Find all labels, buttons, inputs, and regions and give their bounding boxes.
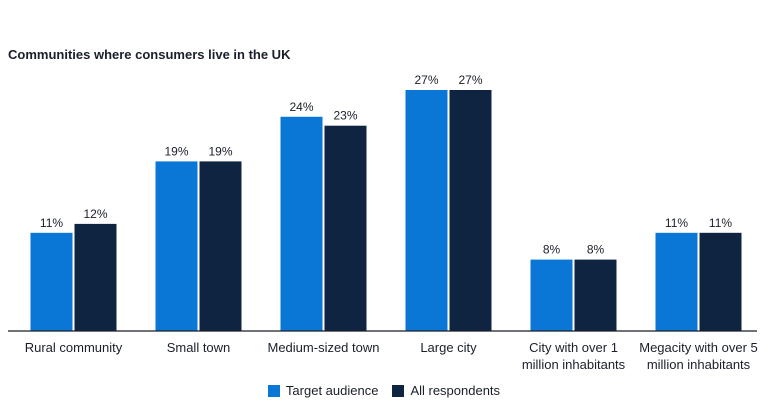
data-label-all-respondents-city-with-over-1-million-inhabitants: 8% [587,243,605,257]
data-label-all-respondents-rural-community: 12% [83,207,107,221]
bar-target-audience-city-with-over-1-million-inhabitants[interactable] [530,259,573,331]
legend-swatch-target-audience [267,384,280,397]
legend-swatch-all-respondents [392,384,405,397]
data-label-target-audience-medium-sized-town: 24% [289,100,313,114]
legend-item-target-audience[interactable]: Target audience [267,383,379,398]
chart-title: Communities where consumers live in the … [8,47,291,62]
chart-legend: Target audience All respondents [0,383,768,398]
x-tick-label-large-city: Large city [420,340,477,355]
bar-all-respondents-city-with-over-1-million-inhabitants[interactable] [574,259,617,331]
bar-all-respondents-megacity-with-over-5-million-inhabitants[interactable] [699,232,742,331]
bar-target-audience-large-city[interactable] [405,90,448,331]
legend-label-all-respondents: All respondents [410,383,501,398]
bar-all-respondents-medium-sized-town[interactable] [324,125,367,331]
data-label-all-respondents-small-town: 19% [208,144,232,158]
x-tick-label-rural-community: Rural community [25,340,123,355]
x-tick-label-megacity-with-over-5-million-inhabitants-line-2: million inhabitants [647,357,751,372]
x-tick-label-megacity-with-over-5-million-inhabitants-line-1: Megacity with over 5 [639,340,758,355]
x-tick-label-city-with-over-1-million-inhabitants-line-2: million inhabitants [522,357,626,372]
data-label-target-audience-small-town: 19% [164,144,188,158]
data-label-target-audience-large-city: 27% [414,73,438,87]
bar-all-respondents-large-city[interactable] [449,90,492,331]
legend-item-all-respondents[interactable]: All respondents [392,383,500,398]
x-tick-label-medium-sized-town: Medium-sized town [268,340,380,355]
data-label-all-respondents-megacity-with-over-5-million-inhabitants: 11% [709,216,732,230]
bar-all-respondents-small-town[interactable] [199,161,242,331]
bar-all-respondents-rural-community[interactable] [74,223,117,331]
data-label-target-audience-city-with-over-1-million-inhabitants: 8% [543,243,561,257]
data-label-all-respondents-medium-sized-town: 23% [333,109,357,123]
bar-target-audience-rural-community[interactable] [30,232,73,331]
bar-target-audience-medium-sized-town[interactable] [280,116,323,332]
data-label-target-audience-rural-community: 11% [40,216,63,230]
bar-target-audience-small-town[interactable] [155,161,198,331]
legend-label-target-audience: Target audience [285,383,379,398]
data-label-all-respondents-large-city: 27% [458,73,482,87]
data-label-target-audience-megacity-with-over-5-million-inhabitants: 11% [665,216,688,230]
x-tick-label-small-town: Small town [167,340,231,355]
x-tick-label-city-with-over-1-million-inhabitants-line-1: City with over 1 [529,340,618,355]
bar-target-audience-megacity-with-over-5-million-inhabitants[interactable] [655,232,698,331]
